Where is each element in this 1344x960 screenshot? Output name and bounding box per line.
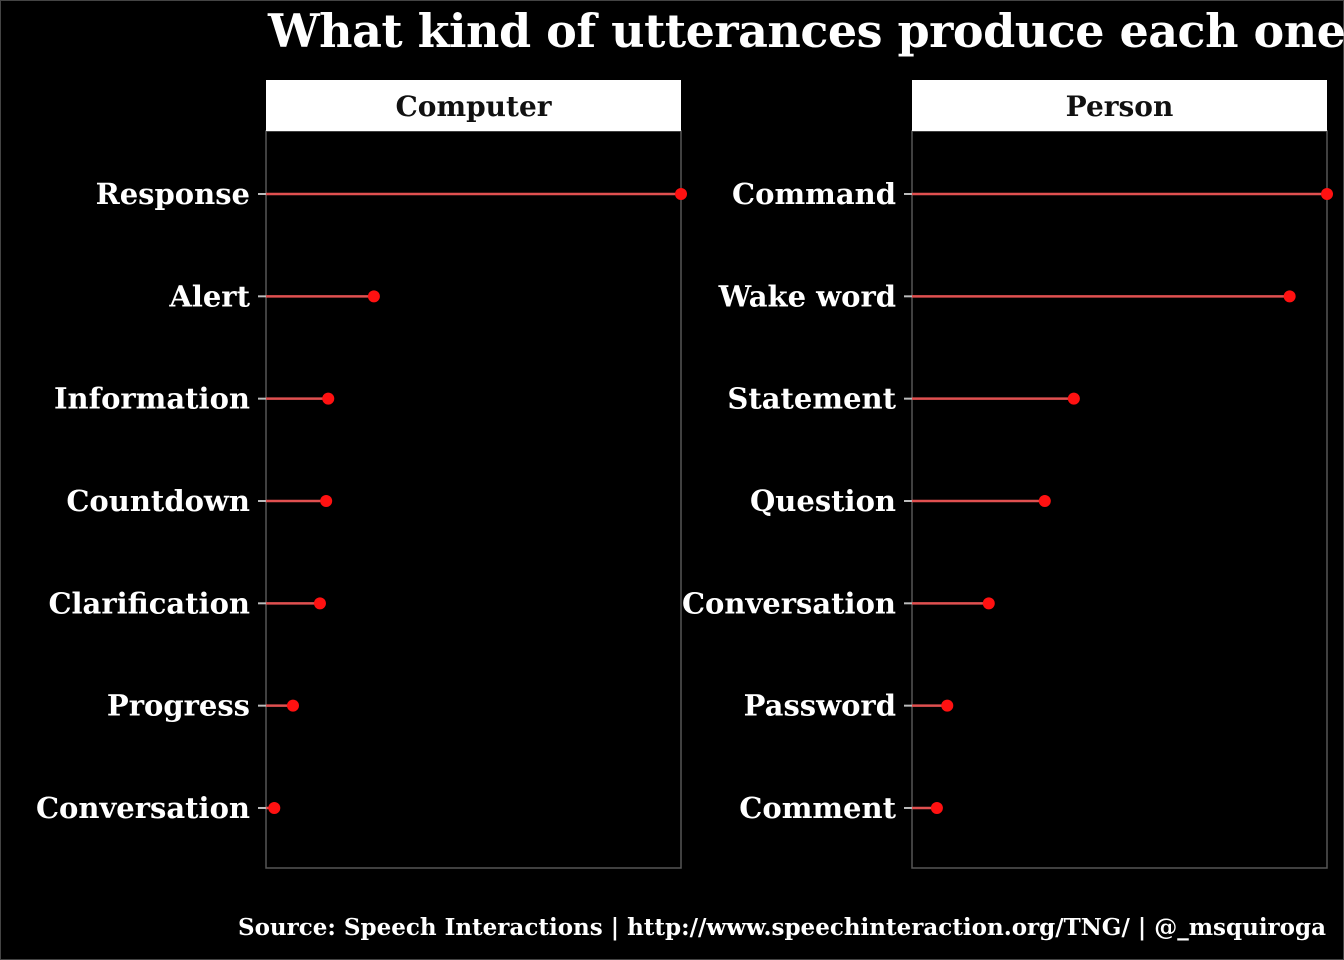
lollipop-point	[268, 801, 281, 814]
lollipop-point	[313, 597, 326, 610]
category-label: Comment	[739, 791, 896, 825]
lollipop-point	[982, 597, 995, 610]
category-label: Statement	[727, 382, 896, 416]
category-label: Progress	[107, 689, 250, 723]
category-label: Clarification	[48, 586, 250, 620]
category-label: Information	[54, 382, 250, 416]
panel-person-border	[911, 130, 1328, 869]
category-label: Alert	[168, 279, 250, 313]
lollipop-point	[1038, 494, 1051, 507]
category-label: Conversation	[36, 791, 250, 825]
lollipop-point	[941, 699, 954, 712]
category-label: Response	[96, 177, 250, 211]
category-label: Command	[732, 177, 896, 211]
strip-person	[912, 80, 1327, 131]
lollipop-point	[367, 290, 380, 303]
category-label: Countdown	[66, 484, 250, 518]
lollipop-point	[286, 699, 299, 712]
chart-caption: Source: Speech Interactions | http://www…	[237, 914, 1326, 941]
strip-label-computer: Computer	[395, 90, 552, 123]
category-label: Password	[744, 689, 896, 723]
category-label: Wake word	[718, 279, 896, 313]
category-label: Conversation	[682, 586, 896, 620]
lollipop-point	[1067, 392, 1080, 405]
strip-computer	[266, 80, 681, 131]
lollipop-point	[322, 392, 335, 405]
chart-title: What kind of utterances produce each one…	[268, 4, 1344, 58]
lollipop-point	[930, 801, 943, 814]
lollipop-point	[320, 494, 333, 507]
lollipop-point	[1283, 290, 1296, 303]
lollipop-point	[1321, 188, 1333, 200]
strip-label-person: Person	[1066, 90, 1174, 123]
lollipop-point	[675, 188, 687, 200]
category-label: Question	[750, 484, 896, 518]
